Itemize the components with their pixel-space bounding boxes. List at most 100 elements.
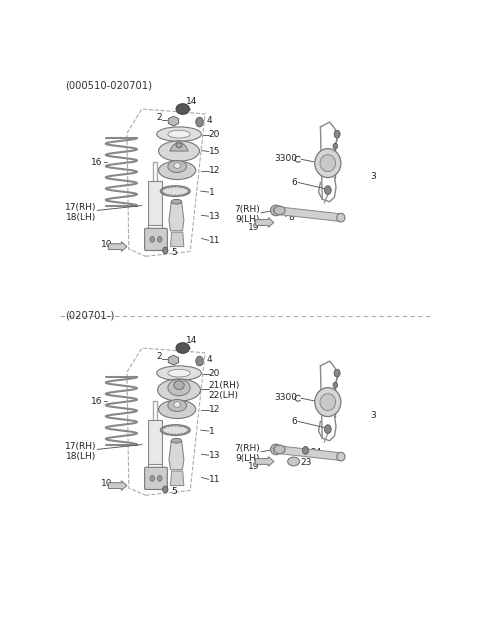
Ellipse shape xyxy=(176,103,190,114)
Ellipse shape xyxy=(176,343,190,354)
Circle shape xyxy=(186,427,188,429)
Polygon shape xyxy=(169,202,184,231)
Polygon shape xyxy=(255,218,274,228)
Ellipse shape xyxy=(168,399,186,411)
Circle shape xyxy=(334,369,340,377)
Ellipse shape xyxy=(320,394,336,411)
Text: 12: 12 xyxy=(209,405,220,414)
Circle shape xyxy=(181,425,183,427)
Ellipse shape xyxy=(168,369,190,377)
Text: 10: 10 xyxy=(101,240,112,249)
Circle shape xyxy=(181,186,183,188)
Text: 11: 11 xyxy=(209,236,220,245)
Ellipse shape xyxy=(168,161,186,172)
Circle shape xyxy=(184,426,186,428)
Circle shape xyxy=(324,424,331,433)
FancyBboxPatch shape xyxy=(144,228,168,251)
Ellipse shape xyxy=(157,379,201,401)
Text: 19: 19 xyxy=(248,462,259,472)
Circle shape xyxy=(178,425,180,427)
Circle shape xyxy=(162,189,163,191)
Ellipse shape xyxy=(171,199,181,204)
Circle shape xyxy=(165,187,167,189)
Circle shape xyxy=(178,194,180,196)
Circle shape xyxy=(186,188,188,190)
Ellipse shape xyxy=(315,149,341,177)
Circle shape xyxy=(196,356,203,366)
Circle shape xyxy=(186,431,188,433)
Circle shape xyxy=(181,194,183,196)
Ellipse shape xyxy=(271,444,281,455)
Circle shape xyxy=(184,193,186,195)
Circle shape xyxy=(181,433,183,435)
Circle shape xyxy=(324,186,331,194)
Circle shape xyxy=(168,186,169,188)
Text: (020701-): (020701-) xyxy=(66,310,115,320)
Ellipse shape xyxy=(174,381,184,389)
Text: 7(RH)
9(LH): 7(RH) 9(LH) xyxy=(234,204,260,224)
Circle shape xyxy=(188,189,189,191)
Polygon shape xyxy=(168,116,179,126)
Circle shape xyxy=(178,186,180,188)
Text: 2: 2 xyxy=(156,113,162,122)
Text: 16: 16 xyxy=(91,157,103,167)
Circle shape xyxy=(157,236,162,242)
Text: 4: 4 xyxy=(207,355,213,364)
Text: 13: 13 xyxy=(209,451,220,460)
Text: 14: 14 xyxy=(186,336,197,345)
Ellipse shape xyxy=(168,379,190,396)
Circle shape xyxy=(163,486,168,493)
Ellipse shape xyxy=(157,366,202,381)
Circle shape xyxy=(171,186,173,188)
FancyBboxPatch shape xyxy=(148,181,162,225)
Text: 15: 15 xyxy=(209,147,220,156)
Ellipse shape xyxy=(320,155,336,172)
Ellipse shape xyxy=(158,161,196,179)
Ellipse shape xyxy=(162,187,188,196)
Circle shape xyxy=(188,429,190,431)
Ellipse shape xyxy=(274,206,285,215)
Text: 17(RH)
18(LH): 17(RH) 18(LH) xyxy=(65,203,96,222)
Circle shape xyxy=(175,433,176,435)
FancyBboxPatch shape xyxy=(144,467,168,490)
Circle shape xyxy=(184,432,186,434)
Circle shape xyxy=(163,192,165,194)
Ellipse shape xyxy=(168,130,190,138)
Text: 20: 20 xyxy=(209,369,220,378)
Circle shape xyxy=(161,429,163,431)
Text: 3: 3 xyxy=(371,411,376,420)
Ellipse shape xyxy=(315,387,341,416)
Circle shape xyxy=(178,433,180,435)
Circle shape xyxy=(150,475,155,482)
Circle shape xyxy=(162,191,163,193)
Ellipse shape xyxy=(271,205,281,216)
Circle shape xyxy=(165,426,167,428)
Text: 3300: 3300 xyxy=(275,154,297,163)
Circle shape xyxy=(188,428,189,430)
Circle shape xyxy=(165,432,167,434)
Circle shape xyxy=(163,188,165,190)
Ellipse shape xyxy=(274,447,278,452)
Ellipse shape xyxy=(174,162,180,169)
Text: 4: 4 xyxy=(207,116,213,125)
Circle shape xyxy=(171,194,173,196)
Circle shape xyxy=(188,191,189,193)
Text: 3300: 3300 xyxy=(275,393,297,402)
Text: 1: 1 xyxy=(209,426,215,436)
Ellipse shape xyxy=(157,127,202,141)
Ellipse shape xyxy=(174,402,180,408)
Text: 12: 12 xyxy=(209,166,220,176)
Text: 1: 1 xyxy=(209,187,215,197)
Circle shape xyxy=(188,190,190,192)
Text: 24: 24 xyxy=(310,448,321,457)
Text: 17(RH)
18(LH): 17(RH) 18(LH) xyxy=(65,441,96,461)
Text: 23: 23 xyxy=(300,458,312,467)
Text: 21(RH)
22(LH): 21(RH) 22(LH) xyxy=(209,381,240,400)
Ellipse shape xyxy=(337,452,345,461)
FancyBboxPatch shape xyxy=(148,421,162,464)
Text: 5: 5 xyxy=(171,487,177,496)
Circle shape xyxy=(168,194,169,196)
Circle shape xyxy=(163,431,165,433)
Circle shape xyxy=(161,190,163,192)
Circle shape xyxy=(168,433,169,435)
